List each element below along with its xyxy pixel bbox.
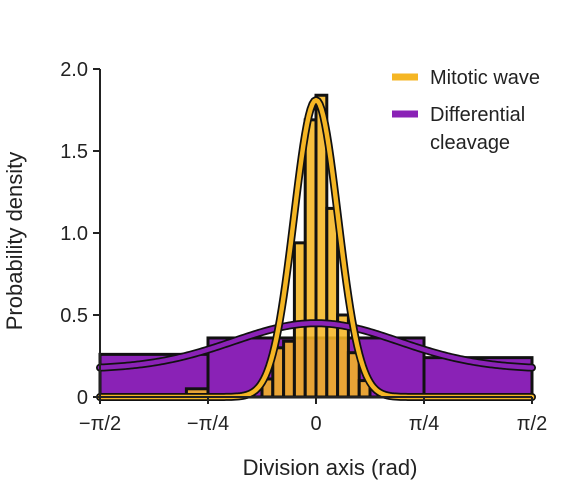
legend: Mitotic wave Differential cleavage bbox=[392, 67, 540, 154]
x-axis-title: Division axis (rad) bbox=[243, 455, 418, 480]
fit-curve bbox=[97, 320, 535, 370]
legend-label: Mitotic wave bbox=[430, 67, 540, 89]
histogram-bar bbox=[282, 339, 296, 399]
legend-item: Differential cleavage bbox=[392, 104, 525, 154]
tick-labels: 0 0.5 1.0 1.5 2.0 −π/2 −π/4 0 π/4 π/2 bbox=[60, 59, 547, 435]
y-tick-label: 1.0 bbox=[60, 223, 88, 245]
y-tick-label: 1.5 bbox=[60, 141, 88, 163]
legend-label: Differential cleavage bbox=[430, 104, 525, 154]
y-tick-label: 0 bbox=[77, 387, 88, 409]
x-tick-label: π/2 bbox=[517, 413, 547, 435]
x-tick-label: π/4 bbox=[409, 413, 439, 435]
y-tick-label: 2.0 bbox=[60, 59, 88, 81]
histogram-bar bbox=[303, 118, 318, 399]
y-axis-title: Probability density bbox=[2, 152, 27, 331]
x-tick-label: 0 bbox=[310, 413, 321, 435]
legend-item: Mitotic wave bbox=[392, 67, 540, 89]
histogram-bar bbox=[325, 206, 340, 399]
y-tick-label: 0.5 bbox=[60, 305, 88, 327]
x-tick-label: −π/4 bbox=[187, 413, 229, 435]
x-tick-label: −π/2 bbox=[79, 413, 121, 435]
